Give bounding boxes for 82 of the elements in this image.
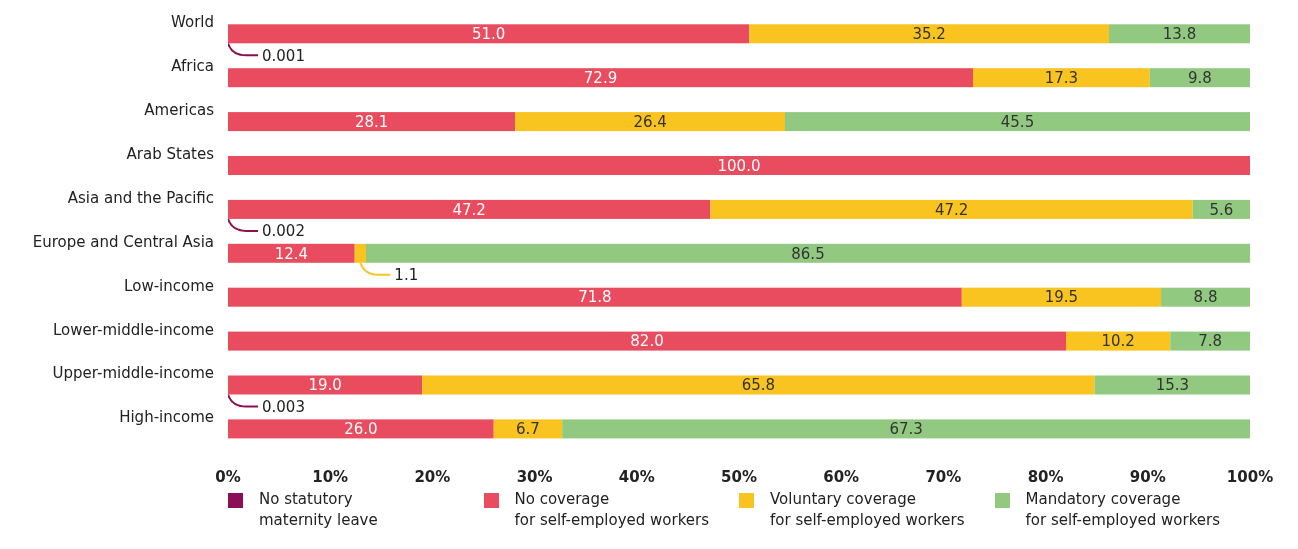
bar	[422, 375, 1095, 395]
x-tick-label: 10%	[312, 467, 349, 486]
data-label: 35.2	[912, 25, 946, 44]
legend-label: Mandatory coverage for self-employed workers	[1025, 489, 1221, 531]
bar	[1066, 331, 1171, 351]
data-label: 15.3	[1155, 376, 1190, 395]
data-label: 19.0	[308, 376, 342, 395]
bar	[228, 419, 494, 439]
x-tick-label: 70%	[925, 467, 962, 486]
bar	[562, 419, 1250, 439]
y-tick-label: Asia and the Pacific	[67, 188, 214, 207]
y-tick-label: Upper-middle-income	[52, 364, 214, 383]
bar	[1161, 287, 1250, 307]
bar	[228, 287, 962, 307]
data-label: 17.3	[1044, 68, 1079, 87]
bar	[228, 331, 1067, 351]
data-label: 67.3	[889, 420, 923, 439]
legend-label: No coverage for self-employed workers	[514, 489, 710, 531]
bar	[961, 287, 1162, 307]
bar	[365, 243, 1250, 263]
data-label: 65.8	[741, 376, 776, 395]
x-tick-label: 100%	[1226, 467, 1274, 486]
bar	[1094, 375, 1250, 395]
bar	[228, 24, 750, 44]
data-label: 82.0	[630, 332, 664, 351]
data-label: 0.002	[262, 222, 305, 241]
data-label: 7.8	[1198, 332, 1223, 351]
legend-label: No statutory maternity leave	[259, 489, 378, 531]
x-tick-label: 30%	[516, 467, 553, 486]
data-label: 26.4	[633, 112, 667, 131]
y-tick-label: Arab States	[126, 144, 215, 163]
data-label: 10.2	[1101, 332, 1135, 351]
bar	[710, 199, 1193, 219]
data-label: 12.4	[274, 244, 309, 263]
bar	[228, 375, 423, 395]
data-label: 26.0	[344, 420, 378, 439]
bar	[228, 155, 1250, 175]
data-label: 47.2	[452, 200, 486, 219]
x-tick-label: 0%	[215, 467, 241, 486]
bar	[228, 199, 711, 219]
y-tick-label: High-income	[119, 408, 214, 427]
x-tick-label: 50%	[721, 467, 757, 486]
bar	[515, 112, 785, 132]
bar	[1149, 68, 1250, 88]
bar	[1170, 331, 1250, 351]
x-tick-label: 60%	[823, 467, 860, 486]
bar	[973, 68, 1150, 88]
y-tick-label: Lower-middle-income	[53, 320, 214, 339]
data-label: 19.5	[1044, 288, 1079, 307]
x-tick-label: 40%	[618, 467, 655, 486]
y-tick-label: Americas	[144, 101, 215, 120]
bar	[228, 243, 355, 263]
bar	[228, 112, 516, 132]
data-label: 45.5	[1000, 112, 1035, 131]
x-tick-label: 20%	[414, 467, 451, 486]
data-label: 8.8	[1193, 288, 1218, 307]
data-label: 47.2	[934, 200, 969, 219]
bar	[228, 68, 974, 88]
y-tick-label: World	[171, 13, 214, 32]
y-tick-label: Low-income	[124, 276, 214, 295]
data-label: 0.003	[262, 397, 305, 416]
y-tick-label: Europe and Central Asia	[32, 232, 214, 251]
bar	[493, 419, 563, 439]
data-label: 72.9	[583, 68, 618, 87]
data-label: 9.8	[1187, 68, 1212, 87]
data-label: 100.0	[717, 156, 761, 175]
data-label: 1.1	[394, 266, 419, 285]
x-tick-label: 80%	[1027, 467, 1064, 486]
bar	[749, 24, 1109, 44]
data-label: 71.8	[578, 288, 612, 307]
x-tick-label: 90%	[1129, 467, 1166, 486]
data-label: 6.7	[516, 420, 540, 439]
data-label: 5.6	[1209, 200, 1234, 219]
data-label: 0.001	[262, 46, 305, 65]
data-label: 13.8	[1162, 25, 1197, 44]
data-label: 51.0	[471, 25, 506, 44]
data-label: 28.1	[354, 112, 389, 131]
bar	[1108, 24, 1250, 44]
legend-label: Voluntary coverage for self-employed workers	[770, 489, 965, 531]
bar	[784, 112, 1250, 132]
y-tick-label: Africa	[171, 57, 214, 76]
data-label: 86.5	[791, 244, 825, 263]
